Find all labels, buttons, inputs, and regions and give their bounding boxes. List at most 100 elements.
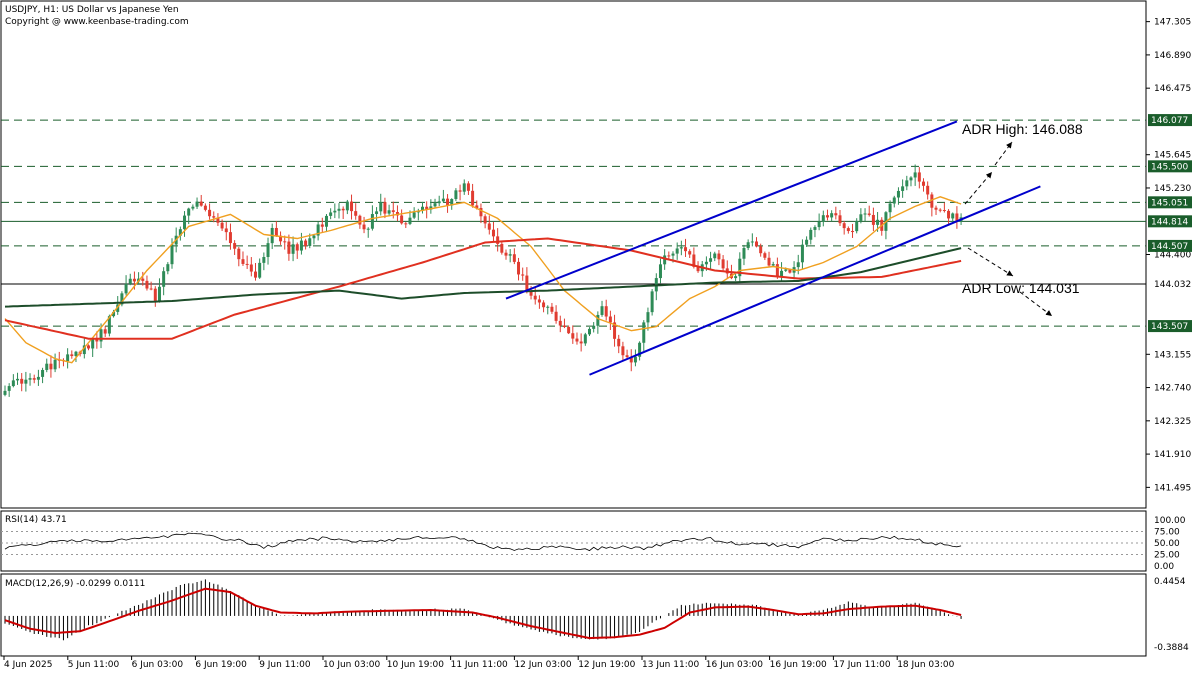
candle-body bbox=[16, 378, 20, 381]
time-tick-label: 6 Jun 03:00 bbox=[132, 660, 184, 670]
ema200-line bbox=[4, 247, 962, 308]
candle-body bbox=[809, 229, 813, 240]
channel-upper-line bbox=[505, 120, 958, 300]
candle-body bbox=[7, 386, 11, 391]
candle-body bbox=[74, 351, 78, 357]
macd-signal-line bbox=[4, 587, 962, 640]
candle-body bbox=[592, 325, 596, 329]
time-tick-label: 16 Jun 03:00 bbox=[706, 660, 763, 670]
candle-body bbox=[308, 238, 312, 246]
candle-body bbox=[350, 201, 354, 212]
candle-body bbox=[429, 206, 433, 210]
candle-body bbox=[266, 243, 270, 258]
candle-body bbox=[905, 180, 909, 187]
candle-body bbox=[387, 210, 391, 214]
time-tick-label: 18 Jun 03:00 bbox=[897, 660, 954, 670]
candle-body bbox=[228, 232, 232, 244]
candle-body bbox=[926, 185, 930, 195]
candle-body bbox=[834, 213, 838, 216]
candle-body bbox=[53, 359, 57, 370]
candle-body bbox=[667, 255, 671, 257]
price-tick-label: 147.305 bbox=[1154, 18, 1191, 28]
candle-body bbox=[324, 215, 328, 227]
candle-body bbox=[830, 213, 834, 218]
chart-title: USDJPY, H1: US Dollar vs Japanese Yen bbox=[5, 5, 179, 15]
candle-body bbox=[763, 253, 767, 258]
candle-body bbox=[404, 223, 408, 225]
candle-body bbox=[216, 217, 220, 223]
candle-body bbox=[425, 206, 429, 210]
candle-body bbox=[287, 241, 291, 254]
candle-body bbox=[575, 338, 579, 342]
candle-body bbox=[855, 220, 859, 232]
candle-body bbox=[36, 376, 40, 380]
price-tick-label: 141.910 bbox=[1154, 450, 1191, 460]
candle-body bbox=[746, 242, 750, 249]
candle-body bbox=[82, 345, 86, 355]
rsi-line bbox=[4, 532, 962, 552]
candle-body bbox=[658, 264, 662, 279]
candle-body bbox=[621, 346, 625, 356]
candle-body bbox=[249, 264, 253, 272]
candle-body bbox=[450, 199, 454, 206]
level-price-tag bbox=[1148, 215, 1192, 228]
candle-body bbox=[245, 263, 249, 265]
candle-body bbox=[567, 327, 571, 334]
price-tick-label: 146.475 bbox=[1154, 84, 1191, 94]
candle-body bbox=[103, 329, 107, 334]
candle-body bbox=[767, 257, 771, 266]
candle-body bbox=[475, 205, 479, 209]
channel-lower-line bbox=[589, 185, 1041, 376]
rsi-tick-label: 75.00 bbox=[1154, 528, 1180, 538]
time-tick-label: 12 Jun 03:00 bbox=[514, 660, 571, 670]
candle-body bbox=[41, 369, 45, 377]
candle-body bbox=[120, 293, 124, 305]
candle-body bbox=[896, 190, 900, 198]
candle-body bbox=[471, 190, 475, 206]
candle-body bbox=[291, 244, 295, 254]
time-tick-label: 11 Jun 11:00 bbox=[451, 660, 508, 670]
time-tick-label: 4 Jun 2025 bbox=[4, 660, 52, 670]
candle-body bbox=[675, 248, 679, 254]
candle-body bbox=[187, 208, 191, 216]
candle-body bbox=[237, 248, 241, 260]
candle-body bbox=[391, 210, 395, 213]
candle-body bbox=[316, 224, 320, 236]
level-price-tag-label: 145.051 bbox=[1151, 198, 1188, 208]
macd-top-label: 0.4454 bbox=[1154, 577, 1186, 587]
candle-body bbox=[220, 222, 224, 229]
candle-body bbox=[888, 203, 892, 213]
time-tick-label: 17 Jun 11:00 bbox=[833, 660, 890, 670]
candle-body bbox=[337, 208, 341, 211]
candle-body bbox=[233, 243, 237, 249]
price-tick-label: 142.325 bbox=[1154, 417, 1191, 427]
level-price-tag-label: 146.077 bbox=[1151, 116, 1188, 126]
candle-body bbox=[947, 210, 951, 219]
adr-high-label: ADR High: 146.088 bbox=[962, 121, 1083, 137]
candle-body bbox=[149, 288, 153, 290]
candle-body bbox=[128, 278, 132, 284]
candle-body bbox=[805, 239, 809, 245]
candle-body bbox=[617, 338, 621, 347]
candle-body bbox=[375, 211, 379, 215]
candle-body bbox=[132, 278, 136, 282]
candle-body bbox=[203, 205, 207, 210]
copyright-text: Copyright @ www.keenbase-trading.com bbox=[5, 17, 189, 27]
candle-body bbox=[625, 355, 629, 358]
candle-body bbox=[671, 253, 675, 256]
candle-body bbox=[153, 288, 157, 302]
candle-body bbox=[145, 280, 149, 289]
candle-body bbox=[562, 325, 566, 328]
candle-body bbox=[491, 229, 495, 237]
level-price-label: 144.032 bbox=[1154, 280, 1191, 290]
candle-body bbox=[851, 231, 855, 233]
candle-body bbox=[901, 186, 905, 191]
candle-body bbox=[178, 229, 182, 236]
macd-pane-frame bbox=[0, 573, 1147, 657]
level-price-tag-label: 144.814 bbox=[1151, 217, 1188, 227]
candle-body bbox=[208, 209, 212, 217]
price-axis: 147.305 146.890 146.475 145.645 145.230 144.4… bbox=[1146, 18, 1192, 493]
candle-body bbox=[579, 341, 583, 344]
